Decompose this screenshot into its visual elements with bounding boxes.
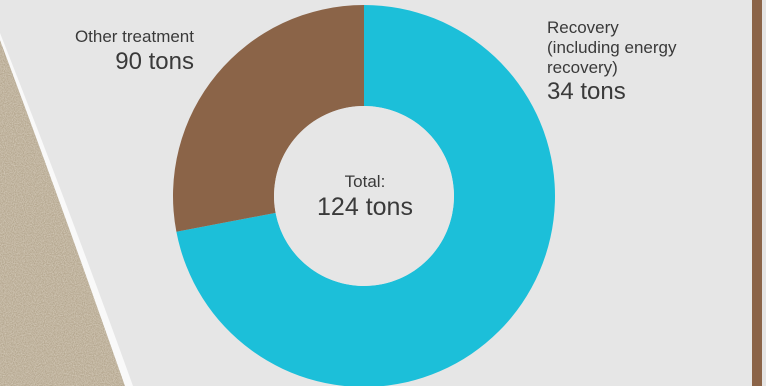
slice-name-other-treatment: Other treatment [74, 27, 194, 46]
total-caption: Total: [344, 172, 386, 191]
slice-value-recovery: 34 tons [547, 78, 626, 106]
right-accent-stripe [752, 0, 762, 386]
donut-hole [274, 106, 454, 286]
slice-name-recovery-line2: (including energy [547, 38, 677, 58]
slice-value-other-treatment: 90 tons [115, 48, 194, 76]
slice-name-recovery-line1: Recovery [547, 18, 619, 37]
slice-name-recovery-line3: recovery) [547, 58, 618, 78]
slice-label-recovery: Recovery (including energy recovery) 34 … [547, 18, 676, 106]
donut-center-label: Total: 124 tons [270, 172, 460, 222]
total-value: 124 tons [317, 193, 413, 221]
donut-slice-other-treatment [173, 5, 364, 232]
slice-label-other-treatment: Other treatment 90 tons [75, 27, 194, 76]
donut-slice-recovery [176, 5, 555, 386]
